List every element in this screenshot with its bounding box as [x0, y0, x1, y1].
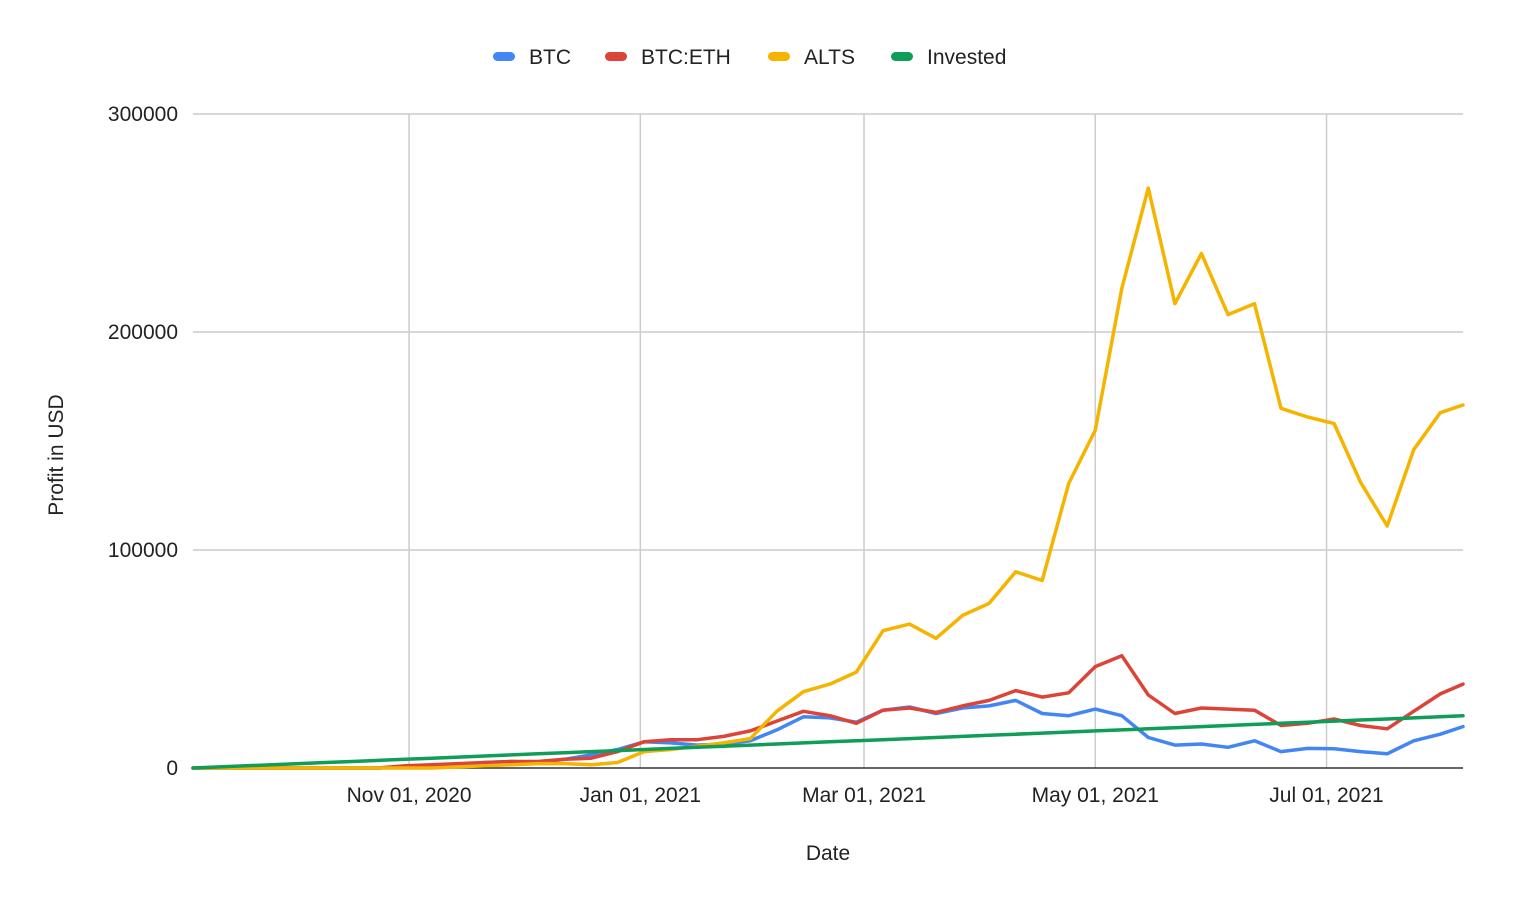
legend-swatch: [493, 52, 515, 61]
legend-item: BTC:ETH: [605, 46, 731, 69]
x-tick-label: May 01, 2021: [1032, 784, 1159, 807]
legend-item: ALTS: [768, 46, 855, 69]
y-tick-label: 300000: [108, 103, 178, 126]
series-line-btc-eth: [191, 653, 1465, 770]
x-tick-label: Nov 01, 2020: [347, 784, 472, 807]
legend-label: BTC: [529, 46, 571, 69]
legend-label: BTC:ETH: [641, 46, 731, 69]
x-axis-title: Date: [806, 842, 850, 865]
legend-item: BTC: [493, 46, 571, 69]
legend-swatch: [891, 52, 913, 61]
legend-swatch: [768, 52, 790, 61]
y-tick-label: 0: [166, 757, 178, 780]
x-tick-label: Jul 01, 2021: [1269, 784, 1383, 807]
legend-label: Invested: [927, 46, 1006, 69]
legend-swatch: [605, 52, 627, 61]
y-axis-title: Profit in USD: [45, 394, 68, 515]
series-line-btc: [191, 698, 1465, 770]
series-line-alts: [191, 186, 1465, 770]
x-tick-label: Jan 01, 2021: [580, 784, 701, 807]
legend-label: ALTS: [804, 46, 855, 69]
gridlines: [193, 113, 1463, 769]
x-tick-label: Mar 01, 2021: [802, 784, 926, 807]
series-line-invested: [191, 713, 1465, 770]
legend: BTC BTC:ETH ALTS Invested: [493, 46, 1006, 69]
tick-labels: 0 100000 200000 300000 Nov 01, 2020 Jan 01, 2…: [108, 103, 1384, 807]
y-tick-label: 200000: [108, 321, 178, 344]
series-lines: [191, 186, 1465, 770]
y-tick-label: 100000: [108, 539, 178, 562]
legend-item: Invested: [891, 46, 1006, 69]
